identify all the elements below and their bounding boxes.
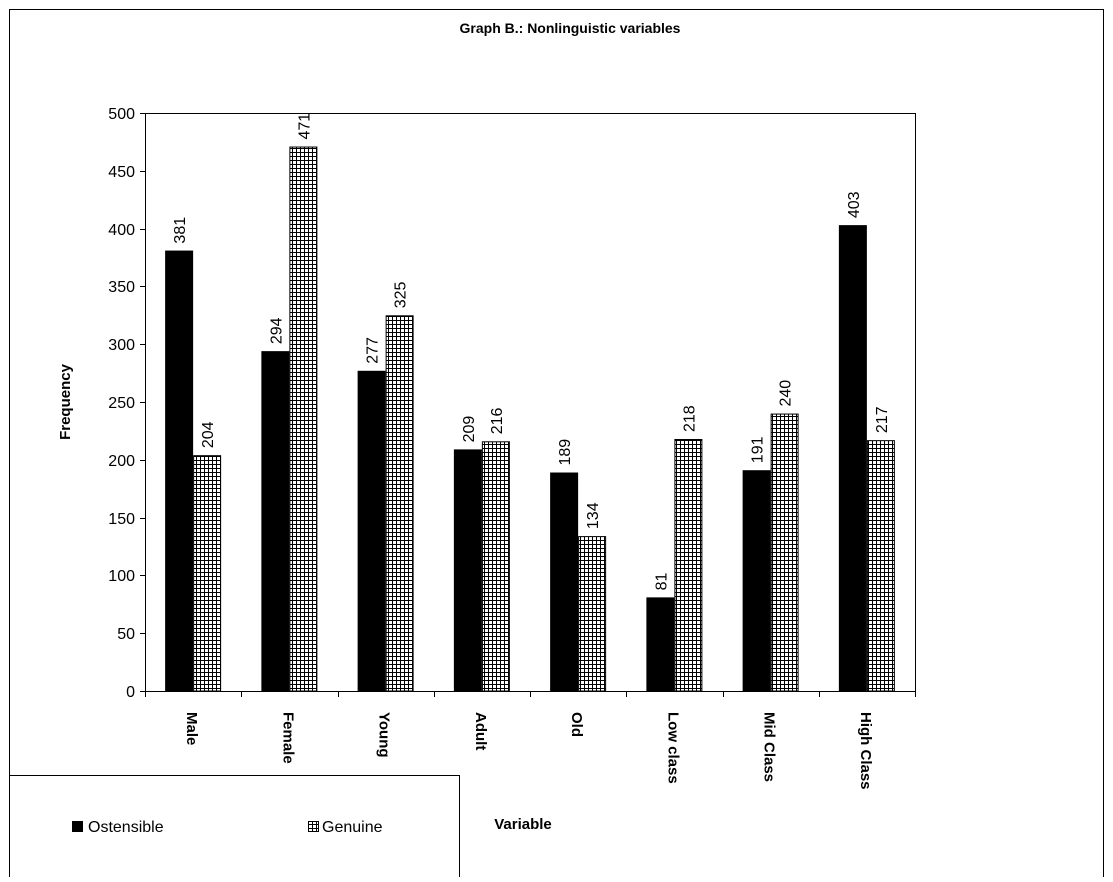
y-tick-label: 400 xyxy=(108,222,135,239)
data-label: 277 xyxy=(365,337,382,364)
chart-title: Graph B.: Nonlinguistic variables xyxy=(460,20,681,36)
data-label: 134 xyxy=(585,502,602,529)
bar-genuine-young xyxy=(385,315,414,692)
data-label: 204 xyxy=(200,421,217,448)
x-tick-label: Female xyxy=(279,712,296,764)
x-axis-label: Variable xyxy=(494,816,552,833)
bar-genuine-mid-class xyxy=(770,413,799,692)
bar-genuine-old xyxy=(578,536,607,692)
y-tick-label: 100 xyxy=(108,568,135,585)
data-label: 81 xyxy=(653,572,670,590)
bar-genuine-adult xyxy=(481,441,510,692)
x-tick-label: High Class xyxy=(857,712,874,790)
data-label: 240 xyxy=(778,380,795,407)
bar-genuine-male xyxy=(193,455,222,692)
data-label: 403 xyxy=(846,191,863,218)
bar-ostensible-male xyxy=(165,250,194,692)
bar-genuine-female xyxy=(289,146,318,692)
data-label: 381 xyxy=(172,217,189,244)
x-tick-label: Young xyxy=(376,712,393,758)
x-tick-label: Male xyxy=(183,712,200,745)
data-label: 216 xyxy=(489,408,506,435)
plot-frame xyxy=(145,113,916,691)
bar-genuine-low-class xyxy=(674,438,703,692)
bar-ostensible-low-class xyxy=(646,597,675,692)
y-tick-label: 500 xyxy=(108,106,135,123)
data-label: 217 xyxy=(874,406,891,433)
legend-label-genuine: Genuine xyxy=(322,819,383,836)
y-tick-label: 300 xyxy=(108,337,135,354)
bar-ostensible-high-class xyxy=(838,225,867,692)
legend: Ostensible Genuine xyxy=(9,775,460,882)
bar-ostensible-old xyxy=(550,472,579,692)
data-label: 218 xyxy=(681,405,698,432)
data-label: 191 xyxy=(750,436,767,463)
y-tick-label: 50 xyxy=(117,626,135,643)
data-label: 294 xyxy=(268,317,285,344)
data-label: 209 xyxy=(461,416,478,443)
bar-ostensible-young xyxy=(357,370,386,692)
x-tick-label: Low class xyxy=(664,712,681,784)
y-tick-label: 450 xyxy=(108,164,135,181)
y-tick-label: 150 xyxy=(108,511,135,528)
y-axis-label: Frequency xyxy=(57,363,74,440)
x-tick-label: Mid Class xyxy=(761,712,778,782)
plot-area: 0 50 100 150 200 250 300 350 400 450 500 381 204 Male… xyxy=(108,106,916,790)
legend-swatch-ostensible xyxy=(72,821,83,832)
bar-ostensible-adult xyxy=(453,449,482,692)
data-label: 325 xyxy=(393,282,410,309)
x-tick-label: Old xyxy=(568,712,585,737)
legend-box xyxy=(9,775,460,882)
y-tick-label: 0 xyxy=(126,684,135,701)
bar-ostensible-mid-class xyxy=(742,470,771,692)
y-tick-label: 250 xyxy=(108,395,135,412)
bar-genuine-high-class xyxy=(866,440,895,692)
x-tick-label: Adult xyxy=(472,712,489,750)
y-tick-label: 350 xyxy=(108,279,135,296)
legend-swatch-genuine xyxy=(308,821,319,832)
bar-ostensible-female xyxy=(261,351,290,692)
legend-label-ostensible: Ostensible xyxy=(88,819,164,836)
data-label: 189 xyxy=(557,439,574,466)
y-tick-label: 200 xyxy=(108,453,135,470)
data-label: 471 xyxy=(296,113,313,140)
